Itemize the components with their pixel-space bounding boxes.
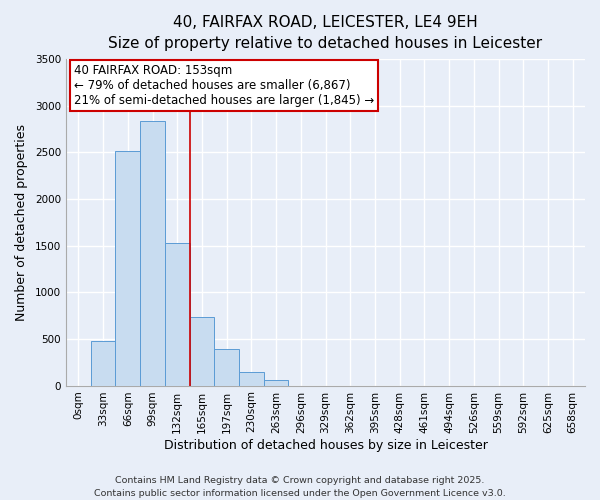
Bar [190,316,214,386]
Bar [140,120,165,386]
Bar [91,341,115,386]
Bar [264,380,289,386]
Title: 40, FAIRFAX ROAD, LEICESTER, LE4 9EH
Size of property relative to detached house: 40, FAIRFAX ROAD, LEICESTER, LE4 9EH Siz… [109,15,542,51]
Text: 40 FAIRFAX ROAD: 153sqm
← 79% of detached houses are smaller (6,867)
21% of semi: 40 FAIRFAX ROAD: 153sqm ← 79% of detache… [74,64,374,107]
Bar [165,243,190,386]
Bar [239,372,264,386]
Y-axis label: Number of detached properties: Number of detached properties [15,124,28,321]
Text: Contains HM Land Registry data © Crown copyright and database right 2025.
Contai: Contains HM Land Registry data © Crown c… [94,476,506,498]
Bar [214,348,239,386]
X-axis label: Distribution of detached houses by size in Leicester: Distribution of detached houses by size … [164,440,487,452]
Bar [115,150,140,386]
